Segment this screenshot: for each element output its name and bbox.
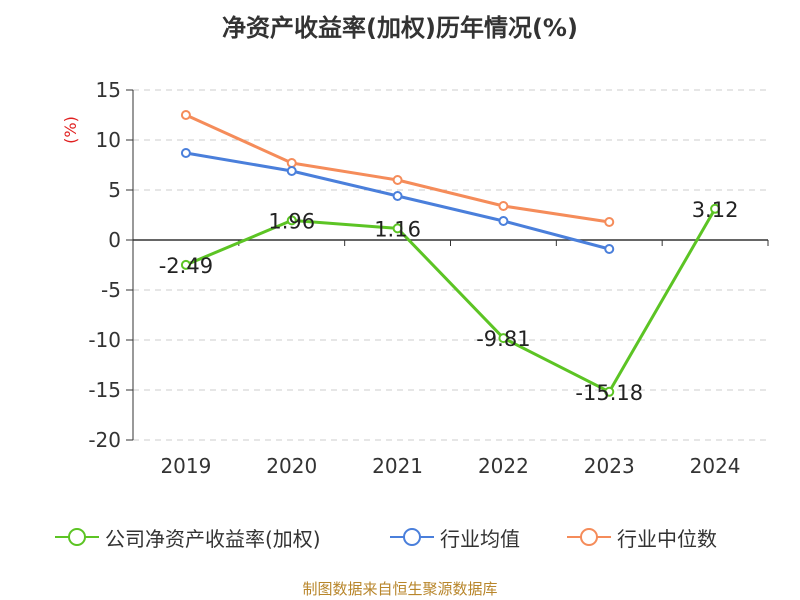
series-line-2 [185, 113, 610, 224]
data-point [286, 158, 297, 168]
x-tick-label: 2020 [266, 454, 317, 478]
legend-marker-industry-median [567, 528, 611, 546]
x-tick-label: 2019 [160, 454, 211, 478]
data-label: 3.12 [692, 198, 739, 222]
y-tick-label: 0 [108, 228, 121, 252]
x-tick-label: 2023 [584, 454, 635, 478]
data-point [604, 244, 615, 254]
data-label: -9.81 [476, 327, 530, 351]
x-tick-label: 2024 [690, 454, 741, 478]
data-point [392, 175, 403, 185]
chart-title: 净资产收益率(加权)历年情况(%) [222, 14, 578, 42]
x-tick-label: 2022 [478, 454, 529, 478]
data-label: 1.16 [374, 217, 421, 241]
source-note: 制图数据来自恒生聚源数据库 [302, 580, 498, 598]
data-point [604, 217, 615, 227]
legend-label-company: 公司净资产收益率(加权) [105, 526, 321, 551]
data-point [392, 223, 403, 234]
data-point [180, 148, 191, 158]
data-point [180, 110, 191, 120]
y-tick-label: -20 [88, 428, 121, 452]
y-tick-label: -5 [101, 278, 121, 302]
data-point [498, 216, 509, 226]
data-point [604, 386, 615, 397]
legend-marker-company [55, 528, 99, 546]
y-tick-label: 5 [108, 178, 121, 202]
series-line-0 [185, 208, 717, 394]
y-axis-label: (%) [61, 116, 80, 144]
data-point [180, 259, 191, 270]
data-point [286, 166, 297, 176]
data-label: -2.49 [159, 254, 213, 278]
legend-item-industry-mean[interactable]: 行业均值 [390, 522, 520, 552]
data-point [286, 215, 297, 226]
y-tick-label: -15 [88, 378, 121, 402]
legend-marker-industry-mean [390, 528, 434, 546]
y-tick-label: -10 [88, 328, 121, 352]
legend: 公司净资产收益率(加权) 行业均值 行业中位数 [0, 522, 800, 552]
legend-item-industry-median[interactable]: 行业中位数 [567, 522, 717, 552]
data-label: 1.96 [268, 209, 315, 233]
data-point [392, 191, 403, 201]
legend-label-industry-median: 行业中位数 [617, 526, 717, 551]
y-tick-label: 15 [96, 78, 121, 102]
data-point [710, 203, 721, 214]
data-point [498, 201, 509, 211]
data-label: -15.18 [575, 381, 643, 405]
data-point [498, 333, 509, 344]
legend-label-industry-mean: 行业均值 [440, 526, 520, 551]
x-tick-label: 2021 [372, 454, 423, 478]
legend-item-company[interactable]: 公司净资产收益率(加权) [55, 522, 321, 552]
y-tick-label: 10 [96, 128, 121, 152]
